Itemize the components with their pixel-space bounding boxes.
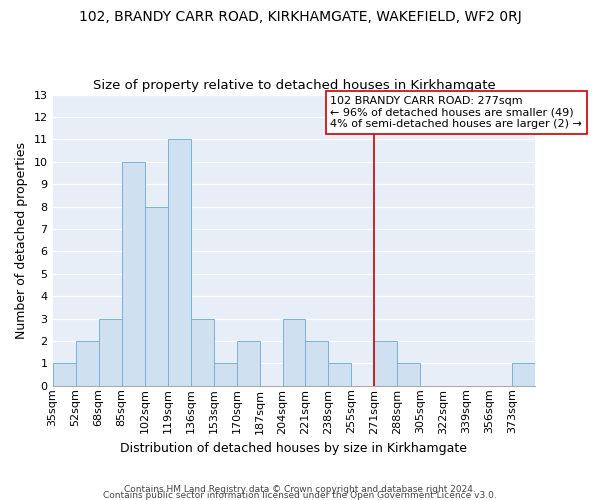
Text: Contains HM Land Registry data © Crown copyright and database right 2024.: Contains HM Land Registry data © Crown c… <box>124 484 476 494</box>
Bar <box>397 364 421 386</box>
Bar <box>374 341 397 386</box>
Bar <box>53 364 76 386</box>
Bar <box>145 206 167 386</box>
Bar <box>305 341 328 386</box>
Title: Size of property relative to detached houses in Kirkhamgate: Size of property relative to detached ho… <box>92 79 496 92</box>
X-axis label: Distribution of detached houses by size in Kirkhamgate: Distribution of detached houses by size … <box>121 442 467 455</box>
Bar <box>76 341 98 386</box>
Bar <box>98 318 122 386</box>
Y-axis label: Number of detached properties: Number of detached properties <box>15 142 28 338</box>
Bar <box>236 341 260 386</box>
Bar <box>512 364 535 386</box>
Bar <box>283 318 305 386</box>
Bar <box>328 364 352 386</box>
Bar <box>167 140 191 386</box>
Text: Contains public sector information licensed under the Open Government Licence v3: Contains public sector information licen… <box>103 490 497 500</box>
Bar <box>191 318 214 386</box>
Bar <box>214 364 236 386</box>
Text: 102 BRANDY CARR ROAD: 277sqm
← 96% of detached houses are smaller (49)
4% of sem: 102 BRANDY CARR ROAD: 277sqm ← 96% of de… <box>330 96 582 129</box>
Text: 102, BRANDY CARR ROAD, KIRKHAMGATE, WAKEFIELD, WF2 0RJ: 102, BRANDY CARR ROAD, KIRKHAMGATE, WAKE… <box>79 10 521 24</box>
Bar <box>122 162 145 386</box>
